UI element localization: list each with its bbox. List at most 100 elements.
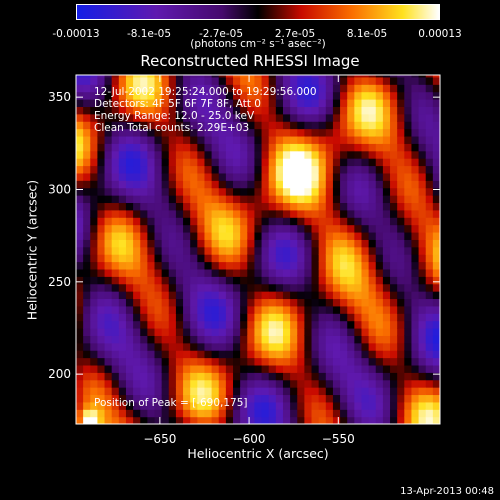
heatmap-cell — [347, 335, 355, 344]
heatmap-cell — [418, 135, 427, 144]
heatmap-cell — [397, 401, 405, 410]
heatmap-cell — [83, 106, 91, 115]
heatmap-cell — [111, 224, 120, 233]
heatmap-cell — [118, 106, 127, 115]
heatmap-cell — [318, 291, 327, 300]
heatmap-cell — [297, 268, 305, 277]
heatmap-cell — [90, 364, 99, 373]
heatmap-cell — [411, 217, 420, 226]
heatmap-cell — [382, 91, 391, 100]
heatmap-cell — [233, 401, 241, 410]
heatmap-cell — [375, 172, 384, 181]
heatmap-cell — [133, 342, 141, 351]
heatmap-cell — [325, 128, 334, 137]
heatmap-cell — [133, 313, 141, 322]
heatmap-cell — [332, 217, 341, 226]
heatmap-cell — [347, 401, 355, 410]
heatmap-cell — [154, 261, 163, 270]
heatmap-cell — [83, 305, 91, 314]
chart-title: Reconstructed RHESSI Image — [140, 52, 360, 70]
heatmap-cell — [175, 202, 184, 211]
heatmap-cell — [97, 416, 106, 424]
heatmap-cell — [411, 84, 420, 93]
heatmap-cell — [297, 350, 305, 359]
heatmap-cell — [404, 135, 413, 144]
heatmap-cell — [275, 202, 284, 211]
heatmap-cell — [290, 113, 298, 122]
heatmap-cell — [347, 313, 355, 322]
heatmap-cell — [204, 231, 213, 240]
heatmap-cell — [111, 283, 120, 292]
heatmap-cell — [147, 76, 156, 85]
heatmap-cell — [76, 202, 84, 211]
heatmap-cell — [418, 416, 427, 424]
heatmap-cell — [175, 298, 184, 307]
heatmap-cell — [90, 372, 99, 381]
heatmap-cell — [347, 143, 355, 152]
heatmap-cell — [311, 320, 320, 329]
heatmap-cell — [175, 327, 184, 336]
heatmap-cell — [97, 76, 106, 85]
heatmap-cell — [261, 379, 270, 388]
heatmap-cell — [361, 320, 370, 329]
heatmap-cell — [154, 84, 163, 93]
heatmap-cell — [347, 99, 355, 107]
heatmap-cell — [390, 143, 398, 152]
heatmap-cell — [404, 246, 413, 255]
heatmap-cell — [154, 121, 163, 130]
heatmap-cell — [404, 158, 413, 167]
heatmap-cell — [354, 106, 363, 115]
heatmap-cell — [211, 401, 220, 410]
heatmap-cell — [325, 246, 334, 255]
y-tick-label: 200 — [48, 367, 71, 381]
heatmap-cell — [111, 261, 120, 270]
heatmap-cell — [418, 75, 427, 78]
heatmap-cell — [233, 276, 241, 285]
heatmap-cell — [161, 75, 170, 78]
heatmap-cell — [168, 165, 177, 174]
heatmap-cell — [290, 401, 298, 410]
heatmap-cell — [233, 106, 241, 115]
heatmap-cell — [261, 409, 270, 418]
heatmap-cell — [318, 150, 327, 159]
heatmap-cell — [432, 313, 440, 322]
heatmap-cell — [382, 276, 391, 285]
heatmap-cell — [154, 135, 163, 144]
heatmap-cell — [240, 106, 248, 115]
heatmap-cell — [133, 298, 141, 307]
heatmap-cell — [382, 172, 391, 181]
heatmap-cell — [304, 99, 313, 107]
heatmap-cell — [247, 99, 256, 107]
heatmap-cell — [397, 261, 405, 270]
heatmap-cell — [225, 283, 234, 292]
heatmap-cell — [83, 128, 91, 137]
heatmap-cell — [297, 394, 305, 403]
heatmap-cell — [290, 372, 298, 381]
heatmap-cell — [190, 106, 198, 115]
heatmap-cell — [218, 150, 227, 159]
heatmap-cell — [118, 76, 127, 85]
heatmap-cell — [425, 91, 434, 100]
heatmap-cell — [325, 165, 334, 174]
heatmap-cell — [218, 401, 227, 410]
heatmap-cell — [147, 239, 156, 248]
heatmap-cell — [104, 409, 113, 418]
heatmap-cell — [325, 106, 334, 115]
heatmap-cell — [190, 121, 198, 130]
heatmap-cell — [418, 202, 427, 211]
heatmap-cell — [83, 187, 91, 196]
heatmap-cell — [397, 364, 405, 373]
heatmap-cell — [390, 350, 398, 359]
heatmap-cell — [140, 298, 148, 307]
heatmap-cell — [382, 254, 391, 263]
heatmap-cell — [104, 357, 113, 366]
heatmap-cell — [290, 387, 298, 396]
heatmap-cell — [390, 165, 398, 174]
heatmap-cell — [325, 121, 334, 130]
heatmap-cell — [325, 217, 334, 226]
heatmap-cell — [83, 379, 91, 388]
heatmap-cell — [161, 320, 170, 329]
heatmap-cell — [297, 320, 305, 329]
heatmap-cell — [368, 150, 377, 159]
heatmap-cell — [133, 401, 141, 410]
